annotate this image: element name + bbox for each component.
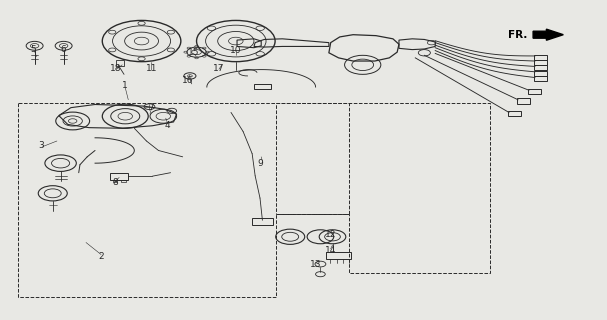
Bar bbox=[116, 60, 124, 67]
Bar bbox=[517, 99, 530, 104]
Text: 16: 16 bbox=[181, 76, 193, 84]
Text: FR.: FR. bbox=[507, 30, 527, 40]
Text: 14: 14 bbox=[325, 246, 336, 255]
Text: 11: 11 bbox=[146, 63, 157, 73]
Text: 5: 5 bbox=[30, 45, 36, 54]
Bar bbox=[254, 84, 271, 89]
Text: 12: 12 bbox=[325, 230, 336, 239]
Text: 15: 15 bbox=[188, 48, 199, 57]
Text: 13: 13 bbox=[310, 260, 321, 269]
Text: 2: 2 bbox=[98, 252, 104, 261]
Bar bbox=[110, 173, 128, 180]
Bar bbox=[327, 252, 351, 259]
Bar bbox=[252, 218, 273, 225]
Text: 7: 7 bbox=[148, 103, 154, 112]
Bar bbox=[534, 65, 547, 70]
Text: 6: 6 bbox=[61, 45, 67, 54]
Bar bbox=[534, 76, 547, 81]
Bar bbox=[507, 111, 521, 116]
Text: 3: 3 bbox=[38, 141, 44, 150]
Bar bbox=[112, 180, 117, 181]
Bar bbox=[534, 55, 547, 60]
FancyArrow shape bbox=[533, 29, 563, 40]
Bar bbox=[527, 89, 541, 94]
Text: 9: 9 bbox=[257, 159, 263, 168]
Bar bbox=[121, 180, 126, 181]
Text: 1: 1 bbox=[123, 81, 128, 90]
Text: 17: 17 bbox=[213, 63, 225, 73]
Text: 18: 18 bbox=[110, 63, 122, 73]
Bar bbox=[534, 60, 547, 65]
Text: 4: 4 bbox=[164, 121, 171, 130]
Text: 8: 8 bbox=[112, 178, 118, 187]
Bar bbox=[534, 70, 547, 76]
Text: 10: 10 bbox=[230, 46, 242, 55]
